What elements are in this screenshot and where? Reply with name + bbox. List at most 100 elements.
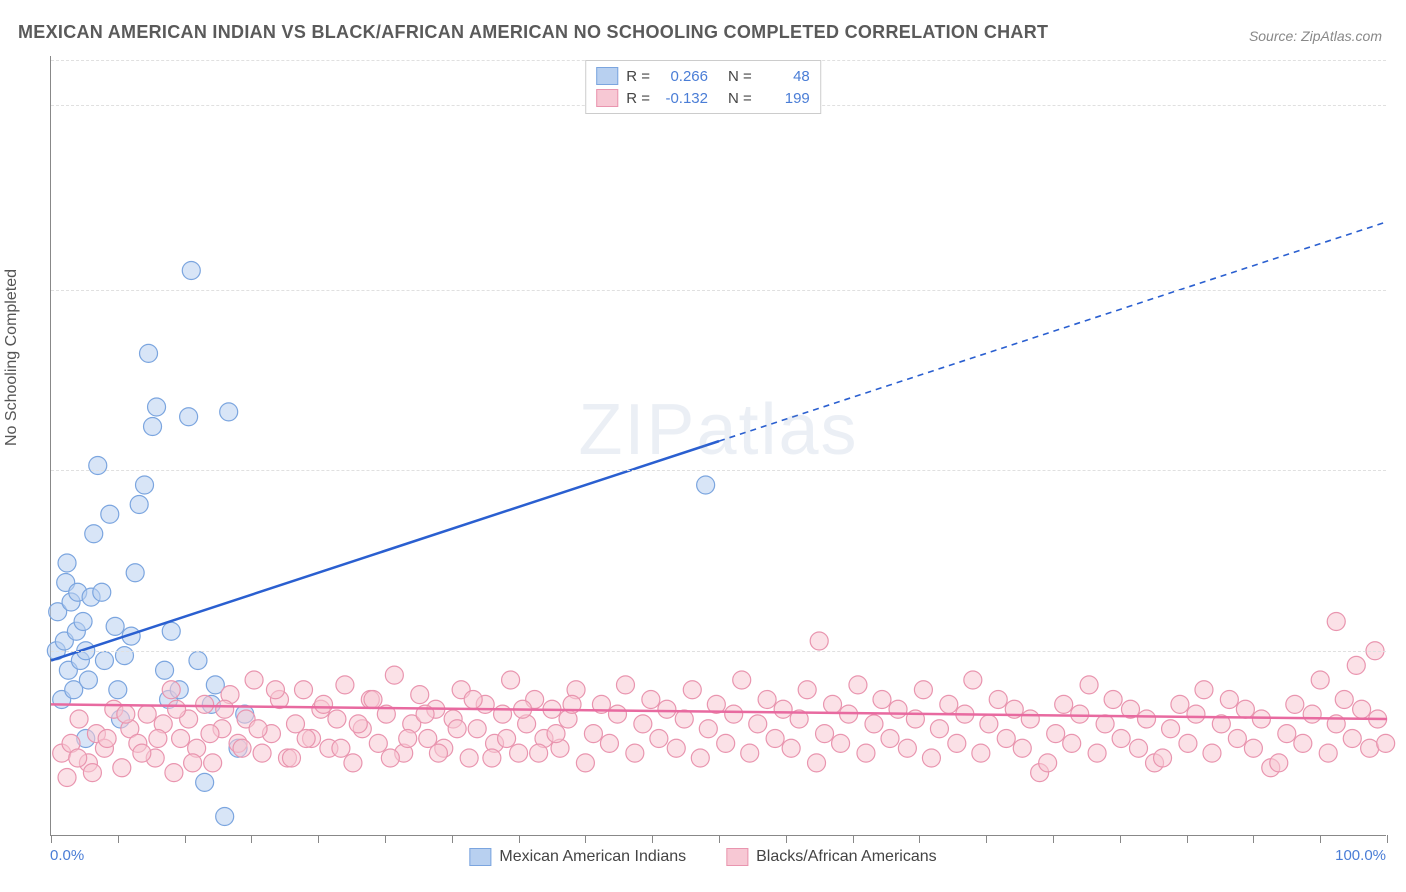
plot-area: ZIPatlas 3.8%7.5%11.2%15.0%	[50, 56, 1386, 836]
scatter-point	[168, 700, 186, 718]
scatter-point	[253, 744, 271, 762]
source-attribution: Source: ZipAtlas.com	[1249, 28, 1382, 44]
scatter-point	[1361, 739, 1379, 757]
scatter-point	[184, 754, 202, 772]
stat-r-label: R =	[626, 68, 650, 85]
scatter-point	[948, 734, 966, 752]
scatter-point	[429, 744, 447, 762]
scatter-point	[667, 739, 685, 757]
scatter-point	[547, 725, 565, 743]
legend-stats-box: R =0.266N =48R =-0.132N =199	[585, 60, 821, 114]
scatter-point	[749, 715, 767, 733]
scatter-point	[658, 700, 676, 718]
scatter-point	[93, 583, 111, 601]
scatter-point	[1228, 730, 1246, 748]
scatter-point	[634, 715, 652, 733]
x-tick	[986, 835, 987, 843]
scatter-point	[1327, 613, 1345, 631]
scatter-point	[691, 749, 709, 767]
scatter-point	[336, 676, 354, 694]
scatter-point	[824, 695, 842, 713]
scatter-point	[881, 730, 899, 748]
scatter-point	[98, 730, 116, 748]
scatter-point	[295, 681, 313, 699]
scatter-point	[1039, 754, 1057, 772]
legend-swatch-icon	[596, 89, 618, 107]
legend-label: Mexican American Indians	[499, 848, 686, 866]
scatter-point	[315, 695, 333, 713]
scatter-point	[1179, 734, 1197, 752]
scatter-point	[914, 681, 932, 699]
scatter-point	[930, 720, 948, 738]
scatter-point	[483, 749, 501, 767]
scatter-point	[865, 715, 883, 733]
scatter-point	[282, 749, 300, 767]
scatter-point	[196, 695, 214, 713]
y-axis-label: No Schooling Completed	[3, 269, 21, 446]
scatter-point	[997, 730, 1015, 748]
gridline	[51, 470, 1386, 471]
scatter-point	[782, 739, 800, 757]
scatter-point	[1286, 695, 1304, 713]
scatter-point	[204, 754, 222, 772]
scatter-point	[832, 734, 850, 752]
scatter-point	[576, 754, 594, 772]
scatter-point	[58, 554, 76, 572]
chart-svg	[51, 56, 1386, 835]
scatter-point	[144, 418, 162, 436]
scatter-point	[101, 505, 119, 523]
scatter-point	[1080, 676, 1098, 694]
scatter-point	[1096, 715, 1114, 733]
x-tick	[185, 835, 186, 843]
scatter-point	[201, 725, 219, 743]
scatter-point	[717, 734, 735, 752]
scatter-point	[182, 262, 200, 280]
x-tick	[919, 835, 920, 843]
scatter-point	[249, 720, 267, 738]
scatter-point	[494, 705, 512, 723]
scatter-point	[502, 671, 520, 689]
scatter-point	[172, 730, 190, 748]
scatter-point	[369, 734, 387, 752]
scatter-point	[816, 725, 834, 743]
scatter-point	[349, 715, 367, 733]
scatter-point	[774, 700, 792, 718]
scatter-point	[1162, 720, 1180, 738]
x-tick	[1253, 835, 1254, 843]
scatter-point	[1104, 691, 1122, 709]
gridline	[51, 651, 1386, 652]
scatter-point	[328, 710, 346, 728]
scatter-point	[1252, 710, 1270, 728]
scatter-point	[85, 525, 103, 543]
scatter-point	[156, 661, 174, 679]
scatter-point	[140, 344, 158, 362]
trend-line-extrapolated	[719, 222, 1387, 441]
x-tick	[1120, 835, 1121, 843]
scatter-point	[1278, 725, 1296, 743]
chart-title: MEXICAN AMERICAN INDIAN VS BLACK/AFRICAN…	[18, 22, 1048, 43]
scatter-point	[138, 705, 156, 723]
scatter-point	[196, 773, 214, 791]
scatter-point	[898, 739, 916, 757]
scatter-point	[297, 730, 315, 748]
scatter-point	[980, 715, 998, 733]
scatter-point	[464, 691, 482, 709]
x-tick	[118, 835, 119, 843]
scatter-point	[106, 617, 124, 635]
scatter-point	[889, 700, 907, 718]
scatter-point	[873, 691, 891, 709]
scatter-point	[683, 681, 701, 699]
scatter-point	[381, 749, 399, 767]
scatter-point	[1154, 749, 1172, 767]
scatter-point	[1270, 754, 1288, 772]
stat-n-label: N =	[728, 68, 752, 85]
scatter-point	[233, 739, 251, 757]
scatter-point	[642, 691, 660, 709]
scatter-point	[626, 744, 644, 762]
legend-stats-row: R =0.266N =48	[596, 65, 810, 87]
scatter-point	[130, 496, 148, 514]
scatter-point	[162, 622, 180, 640]
scatter-point	[608, 705, 626, 723]
legend-swatch-icon	[726, 848, 748, 866]
scatter-point	[399, 730, 417, 748]
